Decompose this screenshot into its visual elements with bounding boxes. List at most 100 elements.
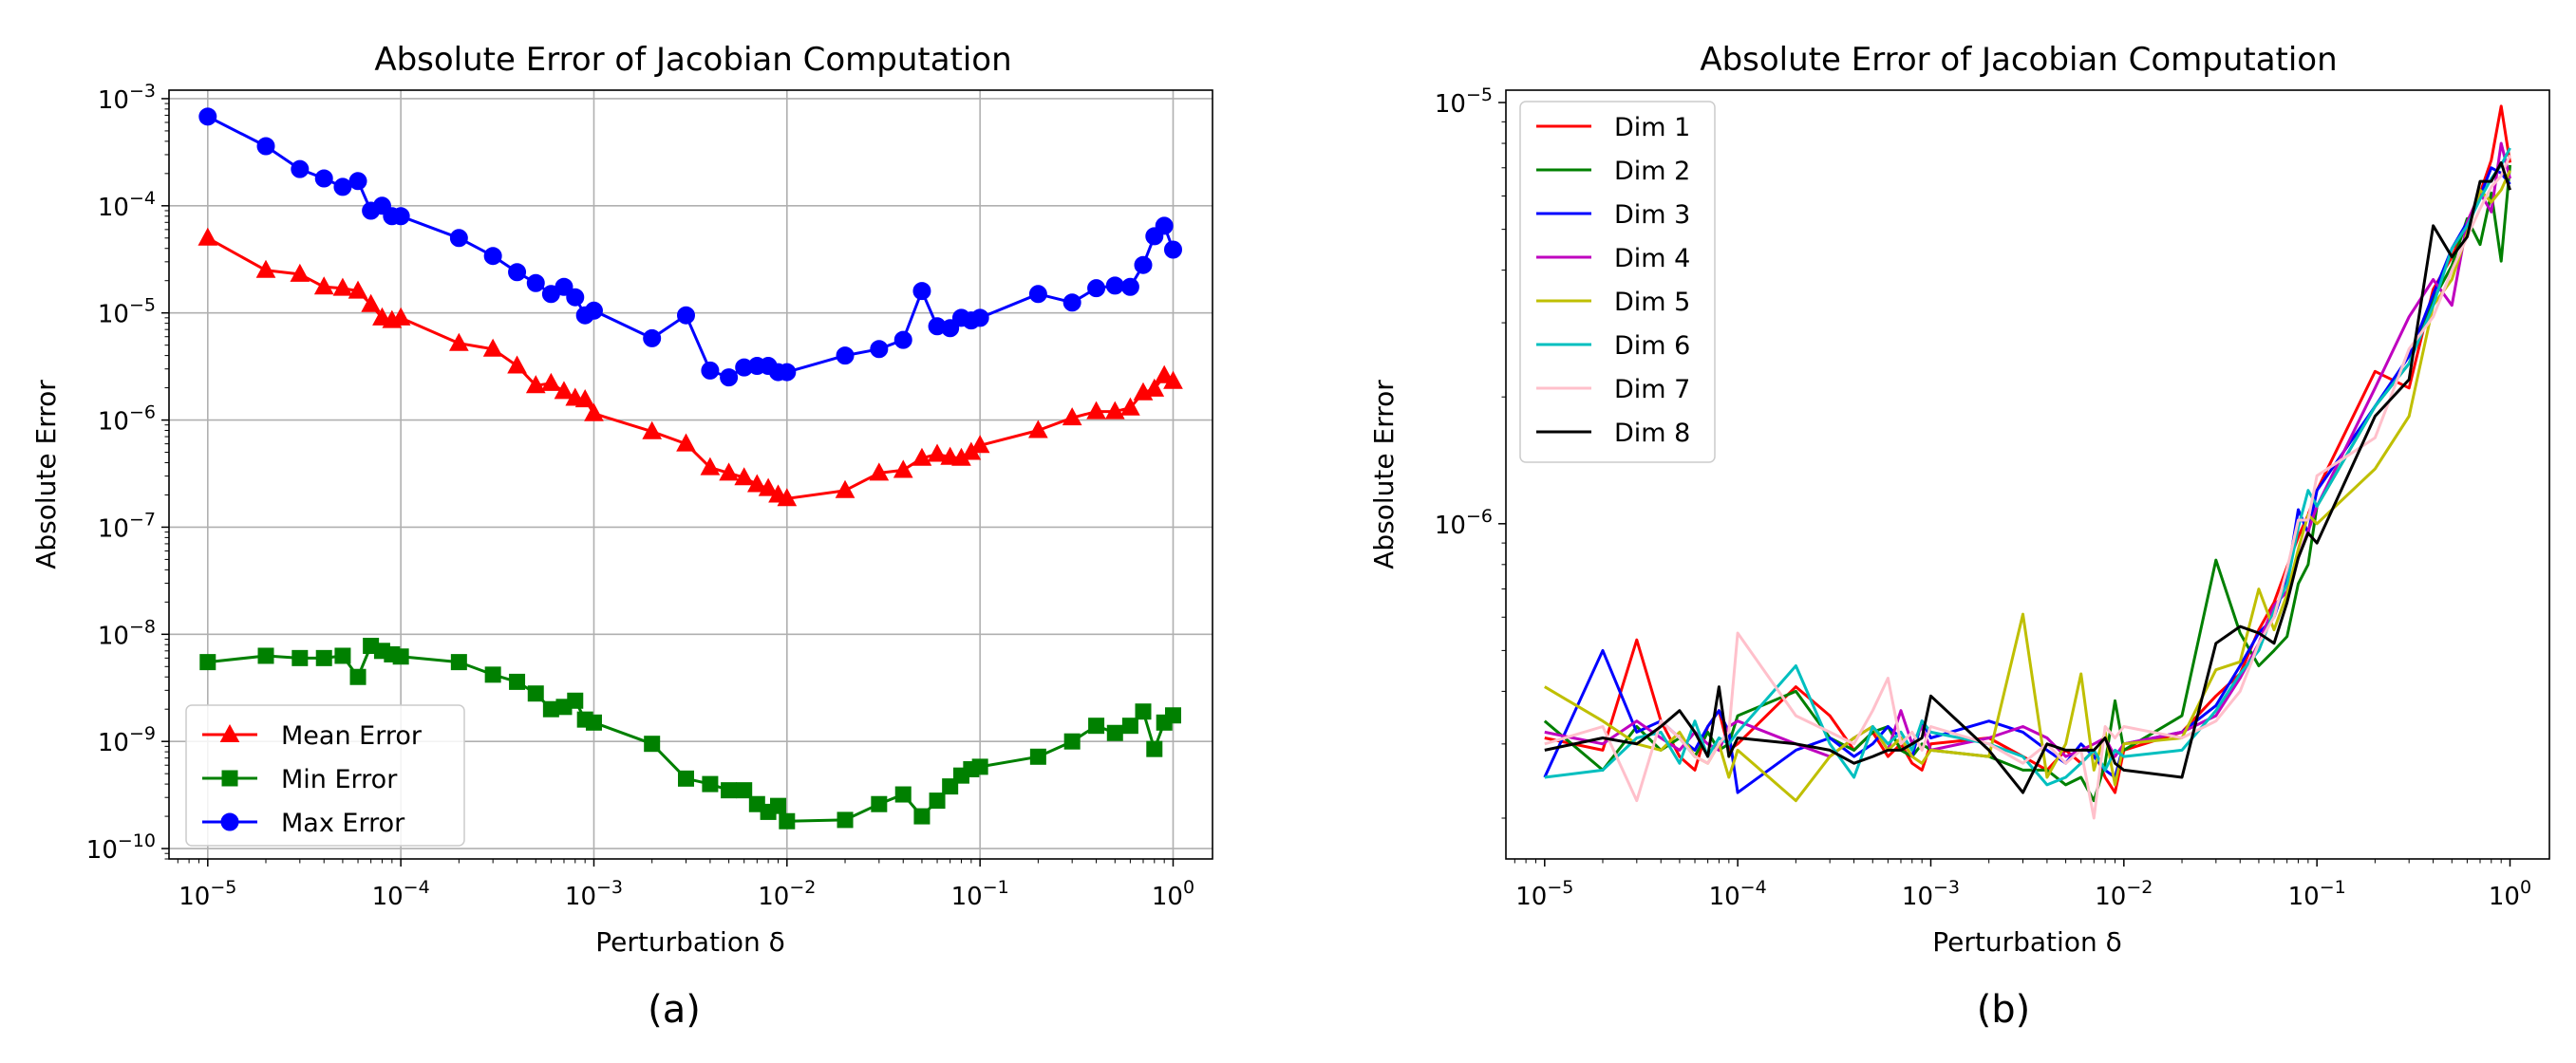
legend-box (1519, 101, 1716, 463)
data-point-max-error (1120, 277, 1139, 296)
data-point-min-error (199, 654, 216, 671)
legend-label: Dim 1 (1614, 113, 1690, 142)
data-point-max-error (1062, 293, 1081, 312)
panel-b-xtick-label-base: 10 (2489, 883, 2520, 911)
panel-b-xtick-label: 10−1 (2288, 877, 2346, 911)
data-point-min-error (585, 714, 602, 731)
panel-b-xtick-label-exp: −1 (2320, 877, 2346, 898)
series-line-max-error (207, 115, 1175, 380)
data-point-min-error (1088, 718, 1105, 735)
data-point-min-error (871, 795, 888, 812)
data-point-min-error (779, 812, 796, 830)
panel-a-caption: (a) (648, 988, 701, 1032)
panel-b-xtick-label: 10−5 (1515, 877, 1573, 911)
series-mean-error (197, 227, 1183, 507)
panel-a-xtick-label: 10−3 (565, 877, 623, 911)
panel-b-title: Absolute Error of Jacobian Computation (1700, 41, 2337, 79)
legend-item-dim-7: Dim 7 (1536, 375, 1690, 404)
panel-a-grid (169, 90, 1213, 859)
data-point-mean-error (1120, 397, 1140, 416)
panel-a-ytick-label-exp: −10 (118, 830, 156, 851)
panel-a-ytick-label: 10−6 (98, 402, 156, 437)
data-point-min-error (315, 649, 332, 666)
data-point-min-error (721, 782, 738, 799)
panel-a-xtick-label: 10−4 (372, 877, 430, 911)
data-point-max-error (391, 207, 410, 226)
data-point-max-error (778, 363, 797, 382)
data-point-mean-error (584, 402, 604, 421)
panel-a-ticks: 10−5 10−4 10−3 10−2 10−1 10010−1010−910−810−7… (86, 81, 1194, 911)
panel-b-xtick-label: 10−4 (1709, 877, 1767, 911)
data-point-min-error (1135, 703, 1152, 720)
data-point-mean-error (1028, 420, 1048, 438)
legend-label: Dim 2 (1614, 157, 1690, 186)
panel-a-legend: Mean Error Min Error Max Error (185, 704, 465, 847)
data-point-max-error (1087, 279, 1106, 298)
data-point-mean-error (1144, 378, 1165, 397)
panel-a-xtick-label-base: 10 (1152, 883, 1183, 911)
legend-item-dim-6: Dim 6 (1536, 331, 1690, 361)
data-point-mean-error (507, 355, 527, 374)
legend-item-dim-2: Dim 2 (1536, 157, 1690, 186)
panel-a-ytick-label: 10−8 (98, 616, 156, 650)
panel-a-ytick-label: 10−7 (98, 509, 156, 543)
data-point-min-error (929, 793, 946, 810)
data-point-max-error (643, 328, 662, 347)
legend-label: Dim 4 (1614, 244, 1690, 273)
data-point-mean-error (1154, 364, 1175, 383)
panel-a-ytick-label-exp: −7 (129, 509, 156, 530)
panel-b-xtick-label-base: 10 (1902, 883, 1933, 911)
data-point-mean-error (719, 462, 739, 481)
panel-a-xtick-label: 10−1 (951, 877, 1009, 911)
data-point-min-error (392, 648, 409, 665)
panel-b-ytick-label-exp: −5 (1466, 84, 1493, 105)
series-line-dim-8 (1544, 160, 2511, 794)
data-point-min-error (527, 685, 544, 702)
data-point-max-error (1163, 240, 1182, 259)
data-point-min-error (677, 770, 694, 787)
legend-marker (221, 770, 238, 787)
data-point-mean-error (758, 477, 779, 496)
data-point-mean-error (1104, 401, 1125, 420)
data-point-mean-error (390, 307, 411, 326)
series-max-error (198, 107, 1182, 387)
legend-label: Min Error (281, 765, 398, 794)
panel-b-xtick-label-base: 10 (1515, 883, 1547, 911)
panel-b-xtick-label-exp: −5 (1547, 877, 1573, 898)
legend-item-max-error: Max Error (202, 809, 405, 838)
panel-b-ytick-label: 10−5 (1435, 84, 1493, 119)
panel-b-xtick-label: 10−2 (2095, 877, 2153, 911)
legend-item-mean-error: Mean Error (202, 721, 423, 751)
data-point-min-error (291, 649, 309, 666)
panel-a-xtick-label-exp: −3 (596, 877, 623, 898)
panel-b-xtick-label-base: 10 (1709, 883, 1740, 911)
panel-a-ytick-label-base: 10 (98, 194, 129, 222)
data-point-mean-error (1086, 401, 1106, 420)
data-point-max-error (314, 169, 333, 188)
data-point-mean-error (734, 467, 755, 486)
data-point-max-error (483, 247, 502, 266)
panel-a-xtick-label: 100 (1152, 877, 1194, 911)
data-point-max-error (1134, 255, 1153, 274)
data-point-max-error (256, 137, 275, 156)
data-point-max-error (584, 301, 603, 320)
data-point-max-error (701, 361, 720, 380)
data-point-min-error (349, 668, 367, 685)
data-point-mean-error (969, 435, 990, 454)
data-point-max-error (198, 107, 217, 126)
panel-a-ytick-label-base: 10 (98, 86, 129, 115)
data-point-min-error (736, 782, 753, 799)
panel-a-ytick-label-base: 10 (98, 301, 129, 329)
data-point-min-error (450, 654, 467, 671)
data-point-max-error (941, 319, 960, 338)
panel-a-ytick-label-base: 10 (98, 729, 129, 757)
data-point-mean-error (361, 293, 381, 312)
legend-item-dim-8: Dim 8 (1536, 419, 1690, 448)
panel-a-xtick-label: 10−5 (179, 877, 236, 911)
data-point-min-error (702, 775, 719, 793)
legend-label: Max Error (281, 809, 405, 838)
data-point-mean-error (348, 280, 368, 299)
panel-a-ytick-label: 10−4 (98, 188, 156, 222)
data-point-min-error (1106, 724, 1123, 741)
